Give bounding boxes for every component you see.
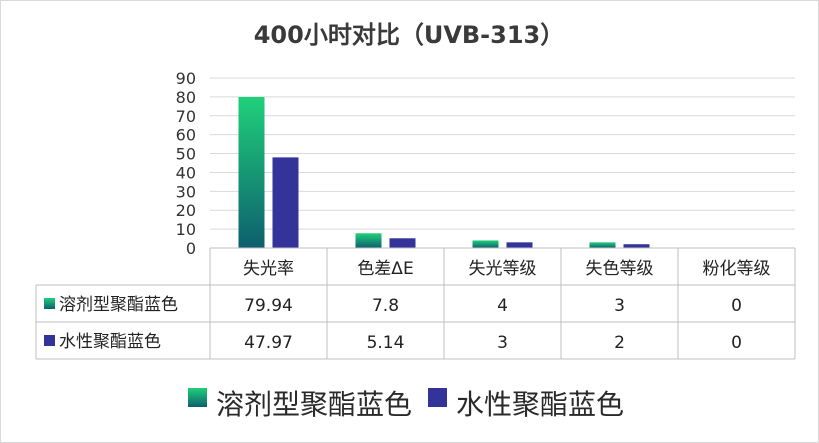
bar-solvent-3: [589, 242, 616, 248]
data-cell: 5.14: [367, 333, 405, 353]
row-label: 溶剂型聚酯蓝色: [59, 295, 178, 315]
bar-solvent-2: [472, 240, 499, 248]
bar-water-1: [389, 238, 416, 248]
data-cell: 7.8: [372, 296, 399, 316]
category-label: 失光等级: [469, 259, 537, 279]
category-label: 粉化等级: [703, 259, 771, 279]
data-cell: 0: [731, 333, 742, 353]
y-tick-label: 70: [176, 107, 196, 126]
y-tick-label: 20: [176, 201, 196, 220]
legend-label: 溶剂型聚酯蓝色: [216, 388, 412, 421]
y-tick-label: 30: [176, 182, 196, 201]
legend-label: 水性聚酯蓝色: [456, 388, 624, 421]
y-tick-label: 40: [176, 163, 196, 182]
legend: 溶剂型聚酯蓝色 水性聚酯蓝色: [188, 388, 624, 421]
y-tick-label: 10: [176, 220, 196, 239]
row-key-water: [44, 335, 55, 346]
bar-solvent-1: [355, 233, 382, 248]
data-cell: 79.94: [244, 296, 293, 316]
bar-water-2: [506, 242, 533, 248]
data-cell: 0: [731, 296, 742, 316]
bar-water-0: [272, 157, 299, 248]
data-cell: 3: [614, 296, 625, 316]
chart-title: 400小时对比（UVB-313）: [254, 21, 565, 49]
y-tick-label: 0: [186, 239, 196, 258]
category-label: 色差ΔE: [357, 259, 413, 279]
category-label: 失色等级: [586, 259, 654, 279]
row-key-solvent: [44, 298, 55, 309]
y-tick-label: 50: [176, 145, 196, 164]
y-tick-label: 60: [176, 126, 196, 145]
y-tick-label: 80: [176, 88, 196, 107]
category-label: 失光率: [243, 259, 294, 279]
legend-key-water: [428, 388, 447, 407]
row-label: 水性聚酯蓝色: [59, 332, 161, 352]
bar-solvent-0: [238, 97, 265, 248]
data-cell: 47.97: [244, 333, 293, 353]
bars: [238, 97, 650, 248]
legend-key-solvent: [188, 388, 207, 407]
data-cell: 3: [497, 333, 508, 353]
bar-water-3: [623, 244, 650, 248]
y-tick-label: 90: [176, 69, 196, 88]
data-cell: 4: [497, 296, 508, 316]
data-cell: 2: [614, 333, 625, 353]
